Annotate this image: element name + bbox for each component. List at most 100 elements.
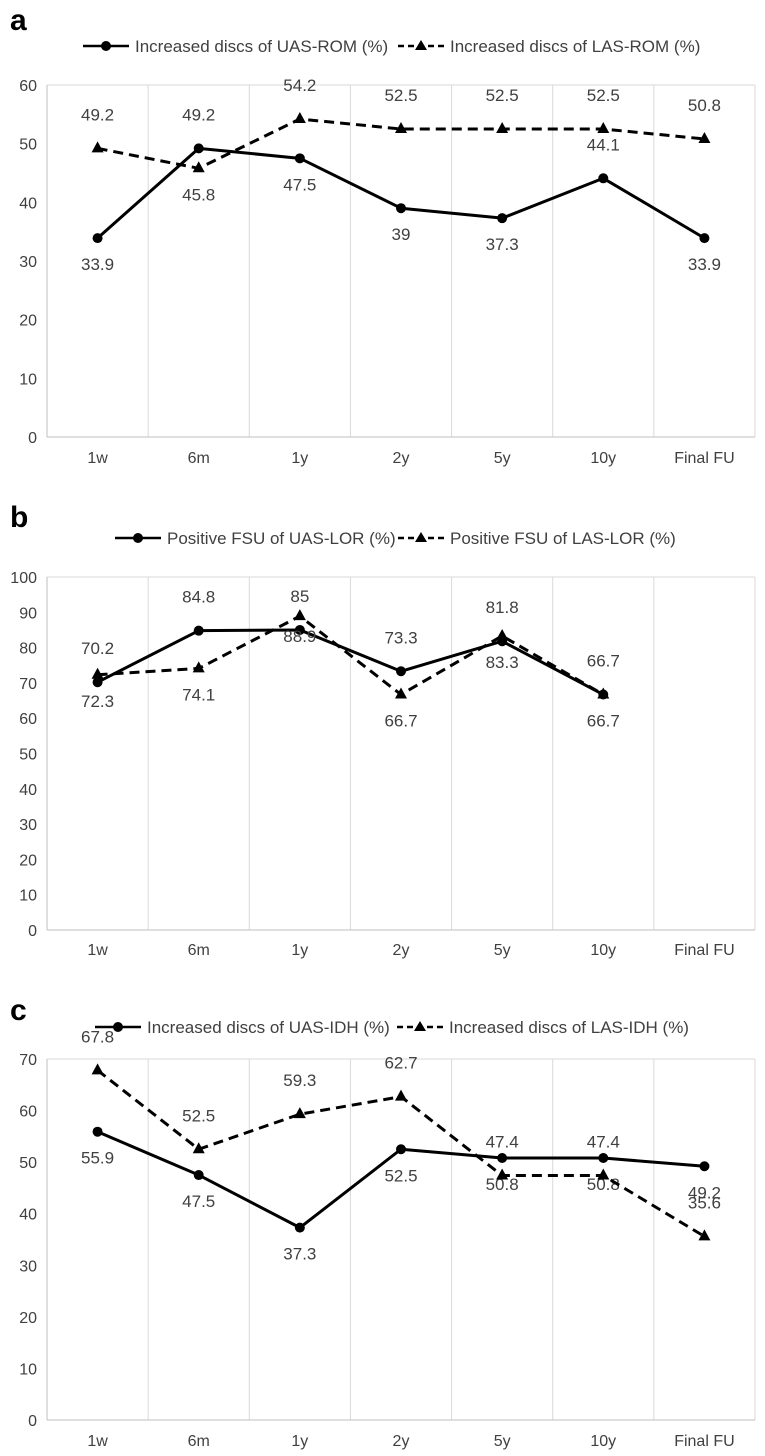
y-tick-label: 90 (19, 605, 37, 622)
data-label: 50.8 (688, 96, 721, 115)
x-tick-label: 10y (590, 450, 616, 467)
triangle-marker (597, 1168, 610, 1180)
triangle-marker (395, 687, 407, 699)
circle-marker (92, 1126, 103, 1137)
triangle-marker (496, 122, 509, 133)
circle-marker (92, 233, 103, 244)
legend-label: Increased discs of UAS-ROM (%) (135, 37, 388, 56)
circle-marker (598, 1153, 609, 1164)
x-tick-label: 1y (291, 1433, 308, 1450)
data-label: 44.1 (587, 135, 620, 154)
data-label: 73.3 (384, 628, 417, 647)
data-label: 52.5 (182, 1106, 215, 1125)
x-tick-label: 10y (590, 942, 616, 959)
legend-triangle-marker (415, 40, 427, 50)
circle-marker (193, 625, 204, 636)
y-tick-label: 20 (19, 1310, 37, 1327)
legend-label: Positive FSU of LAS-LOR (%) (450, 529, 676, 548)
y-tick-label: 80 (19, 641, 37, 658)
circle-marker (598, 173, 609, 184)
data-label: 55.9 (81, 1149, 114, 1168)
legend-label: Increased discs of LAS-ROM (%) (450, 37, 700, 56)
x-tick-label: 5y (494, 450, 511, 467)
data-label: 59.3 (283, 1071, 316, 1090)
y-tick-label: 30 (19, 817, 37, 834)
y-tick-label: 0 (28, 1413, 37, 1430)
data-label: 54.2 (283, 76, 316, 95)
data-label: 52.5 (384, 1166, 417, 1185)
triangle-marker (496, 1168, 509, 1180)
y-tick-label: 100 (10, 570, 37, 587)
circle-marker (294, 153, 305, 164)
data-label: 49.2 (688, 1183, 721, 1202)
x-tick-label: 1w (87, 1433, 108, 1450)
y-tick-label: 70 (19, 1052, 37, 1069)
series-line-dashed (97, 614, 605, 697)
y-tick-label: 60 (19, 711, 37, 728)
circle-marker (294, 1222, 305, 1233)
chart-panel-c: c 0 10 20 30 40 50 60 70 1w 6m 1y 2y 5y 10y Final FU Inc… (10, 994, 756, 1450)
x-tick-label: Final FU (674, 450, 734, 467)
data-label: 47.5 (182, 1192, 215, 1211)
x-tick-label: 1y (291, 450, 308, 467)
data-label: 85 (290, 587, 309, 606)
x-tick-label: 5y (494, 1433, 511, 1450)
legend-label: Increased discs of LAS-IDH (%) (449, 1018, 689, 1037)
x-tick-label: 6m (188, 942, 210, 959)
data-label: 47.5 (283, 175, 316, 194)
legend-circle-marker (113, 1022, 123, 1032)
circle-marker (193, 1170, 204, 1181)
data-label: 66.7 (384, 712, 417, 731)
circle-marker (92, 677, 103, 688)
circle-marker (497, 213, 508, 224)
circle-marker (497, 1153, 508, 1164)
chart-panel-a: a 0 10 20 30 40 50 60 1w 6m 1y 2y 5y 10y Final FU Incre… (10, 4, 756, 467)
data-label: 72.3 (81, 692, 114, 711)
y-tick-label: 30 (19, 1258, 37, 1275)
y-tick-label: 10 (19, 1361, 37, 1378)
data-label: 45.8 (182, 185, 215, 204)
x-tick-label: 1y (291, 942, 308, 959)
triangle-marker (192, 661, 205, 673)
data-label: 39 (392, 225, 411, 244)
y-tick-label: 40 (19, 782, 37, 799)
triangle-marker (192, 1142, 205, 1154)
data-label: 33.9 (688, 255, 721, 274)
data-label: 88.9 (283, 627, 316, 646)
y-tick-label: 50 (19, 1155, 37, 1172)
x-tick-label: 2y (393, 450, 410, 467)
x-tick-label: 10y (590, 1433, 616, 1450)
data-label: 33.9 (81, 255, 114, 274)
y-tick-label: 0 (28, 923, 37, 940)
circle-marker (396, 1144, 406, 1155)
data-label: 49.2 (182, 105, 215, 124)
circle-marker (699, 233, 710, 244)
triangle-marker (293, 609, 306, 621)
data-label: 52.5 (486, 86, 519, 105)
triangle-marker (496, 628, 509, 640)
y-tick-label: 20 (19, 313, 37, 330)
data-label: 84.8 (182, 588, 215, 607)
circle-marker (193, 143, 204, 154)
legend-label: Increased discs of UAS-IDH (%) (147, 1018, 390, 1037)
data-label: 50.8 (486, 1175, 519, 1194)
data-label: 37.3 (486, 235, 519, 254)
panel-letter: b (10, 501, 28, 534)
legend-triangle-marker (414, 1021, 426, 1031)
x-tick-label: Final FU (674, 1433, 734, 1450)
triangle-marker (597, 687, 610, 699)
circle-marker (294, 624, 305, 635)
legend-triangle-marker (415, 532, 427, 542)
data-label: 47.4 (486, 1133, 519, 1152)
y-tick-label: 70 (19, 676, 37, 693)
triangle-marker (395, 1089, 407, 1101)
triangle-marker (91, 667, 104, 679)
x-tick-label: 6m (188, 1433, 210, 1450)
legend-circle-marker (101, 41, 111, 51)
y-tick-label: 40 (19, 1207, 37, 1224)
x-tick-label: 2y (393, 942, 410, 959)
triangle-marker (395, 122, 407, 133)
panel-letter: a (10, 4, 27, 37)
x-tick-label: 1w (87, 450, 108, 467)
circle-marker (699, 1161, 710, 1172)
